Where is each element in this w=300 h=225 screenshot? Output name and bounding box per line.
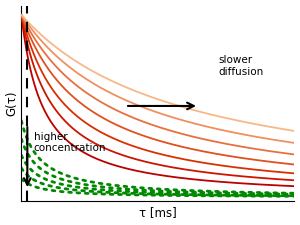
X-axis label: τ [ms]: τ [ms] — [139, 207, 177, 219]
Y-axis label: G(τ): G(τ) — [6, 90, 19, 116]
Text: higher
concentration: higher concentration — [34, 132, 106, 153]
Text: slower
diffusion: slower diffusion — [218, 55, 263, 76]
